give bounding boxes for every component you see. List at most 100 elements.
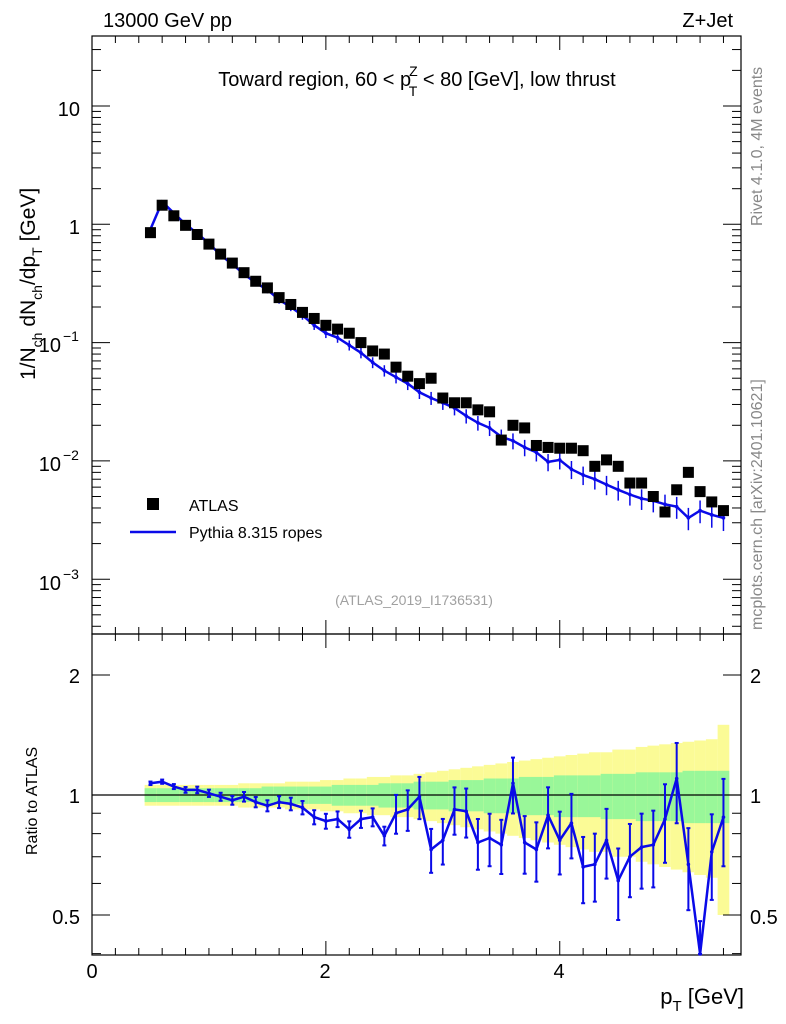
legend: ATLAS Pythia 8.315 ropes xyxy=(130,498,322,542)
atlas-data-point xyxy=(706,496,718,508)
atlas-data-point xyxy=(308,312,320,324)
atlas-data-point xyxy=(484,406,496,418)
ratio-point xyxy=(429,847,433,852)
atlas-data-point xyxy=(671,484,683,496)
x-axis-label: pT [GeV] xyxy=(660,984,744,1015)
mc-point xyxy=(557,458,562,462)
ratio-point xyxy=(616,878,621,883)
ratio-point xyxy=(569,821,574,825)
ratio-point xyxy=(288,802,293,806)
mc-point xyxy=(628,492,632,497)
atlas-data-point xyxy=(636,477,648,489)
atlas-data-point xyxy=(296,306,308,318)
ratio-point xyxy=(686,862,691,867)
mc-point xyxy=(405,381,410,386)
ratio-point xyxy=(721,815,726,819)
ratio-point xyxy=(698,952,702,956)
axis-ticks xyxy=(91,36,741,955)
ratio-point xyxy=(511,781,515,786)
atlas-data-point xyxy=(589,460,601,472)
ratio-point xyxy=(207,791,211,796)
atlas-data-point xyxy=(682,466,694,478)
legend-mc-label: Pythia 8.315 ropes xyxy=(189,525,322,542)
ratio-point xyxy=(253,800,258,804)
mc-point xyxy=(546,460,550,464)
ratio-point xyxy=(709,850,714,854)
band-inner-bin xyxy=(705,770,718,824)
atlas-data-point xyxy=(156,199,168,211)
atlas-data-point xyxy=(425,372,437,384)
ratio-point xyxy=(277,800,281,804)
ratio-y-tick-label-right: 1 xyxy=(750,786,761,808)
ratio-y-tick-label-left: 1 xyxy=(69,786,80,808)
ratio-point xyxy=(265,803,270,808)
band-inner-bin xyxy=(600,773,613,820)
atlas-data-point xyxy=(250,275,262,287)
atlas-data-point xyxy=(180,219,192,231)
ratio-point xyxy=(230,798,235,803)
ratio-point xyxy=(593,862,597,867)
mc-point xyxy=(382,368,387,373)
atlas-data-point xyxy=(273,292,285,304)
ratio-point xyxy=(312,815,316,819)
ratio-point xyxy=(441,838,445,843)
main-y-tick-exponent: −2 xyxy=(63,447,79,463)
ratio-point xyxy=(452,807,457,812)
ratio-point xyxy=(546,813,550,817)
mc-point xyxy=(370,360,375,365)
main-y-tick-label: 10 xyxy=(39,573,61,595)
atlas-data-point xyxy=(717,505,729,517)
atlas-data-point xyxy=(343,327,355,339)
atlas-data-point xyxy=(449,397,461,409)
main-y-tick-exponent: −1 xyxy=(63,328,79,344)
mc-point xyxy=(534,450,539,455)
ratio-point xyxy=(370,815,375,819)
ratio-point xyxy=(417,794,422,799)
atlas-data-point xyxy=(612,460,624,472)
atlas-data-point xyxy=(519,422,531,434)
atlas-data-point xyxy=(355,337,367,349)
atlas-data-point xyxy=(542,441,554,453)
x-tick-label: 2 xyxy=(319,961,330,983)
atlas-data-point xyxy=(437,392,449,404)
ratio-point xyxy=(172,784,176,789)
ratio-point xyxy=(499,843,504,847)
ratio-point xyxy=(651,843,656,847)
ratio-point xyxy=(242,794,246,799)
atlas-data-point xyxy=(320,319,332,331)
ratio-y-tick-label-right: 2 xyxy=(750,666,761,688)
main-y-tick-exponent: −3 xyxy=(63,566,79,582)
atlas-data-point xyxy=(191,228,203,240)
atlas-data-point xyxy=(215,248,227,260)
ratio-point xyxy=(674,776,679,781)
band-inner-bin xyxy=(624,773,636,820)
ratio-line xyxy=(150,778,725,955)
band-inner-bin xyxy=(612,773,625,820)
x-tick-labels: 0 2 4 xyxy=(86,961,564,983)
ratio-point xyxy=(522,840,527,845)
mc-line xyxy=(149,199,724,520)
mc-point xyxy=(522,445,527,450)
band-inner-bin xyxy=(682,770,695,824)
atlas-data-point xyxy=(472,404,484,416)
main-y-tick-label: 1 xyxy=(69,217,80,239)
ratio-point xyxy=(581,865,585,869)
band-inner-bin xyxy=(472,780,484,812)
mc-point xyxy=(569,467,574,472)
atlas-data-point xyxy=(624,477,636,489)
atlas-data-point xyxy=(168,210,180,222)
ratio-point xyxy=(218,794,223,799)
ratio-y-tick-label-right: 0.5 xyxy=(750,907,778,929)
collision-label: 13000 GeV pp xyxy=(103,10,232,32)
atlas-data-point xyxy=(659,506,671,518)
mc-point xyxy=(335,335,340,340)
band-inner-bin xyxy=(588,775,601,818)
mc-point xyxy=(487,426,492,430)
band-inner-bin xyxy=(495,778,508,814)
ratio-point xyxy=(534,847,539,852)
ratio-point xyxy=(557,838,562,843)
atlas-data-point xyxy=(495,434,507,446)
mc-point xyxy=(476,420,480,425)
band-inner-bin xyxy=(553,775,566,818)
